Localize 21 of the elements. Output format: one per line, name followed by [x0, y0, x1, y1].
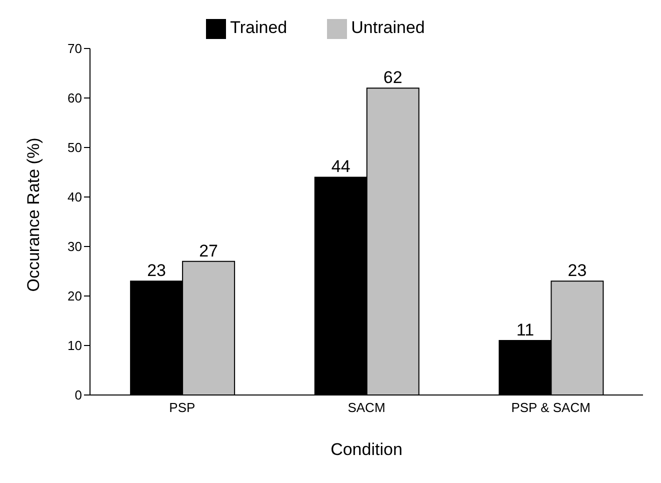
y-tick-label: 70: [68, 41, 82, 56]
x-axis-title: Condition: [330, 440, 402, 459]
x-tick-label: PSP & SACM: [511, 400, 590, 416]
y-axis-title: Occurance Rate (%): [24, 138, 44, 292]
y-tick-label: 60: [68, 90, 82, 106]
x-tick-label: PSP: [169, 400, 196, 416]
y-tick-label: 50: [68, 140, 82, 156]
data-label: 27: [199, 241, 218, 260]
data-label: 23: [568, 261, 587, 280]
data-label: 62: [383, 68, 402, 88]
y-tick-label: 0: [74, 388, 82, 403]
y-tick-label: 10: [68, 338, 82, 354]
y-tick-label: 40: [68, 190, 82, 205]
legend-label: Trained: [230, 18, 288, 37]
x-tick-label: SACM: [348, 400, 386, 416]
y-tick-label: 20: [68, 288, 82, 304]
data-label: 44: [331, 157, 350, 176]
y-tick-label: 30: [68, 239, 82, 254]
data-label: 23: [147, 261, 166, 280]
data-label: 11: [516, 320, 534, 340]
legend-label: Untrained: [351, 18, 425, 37]
